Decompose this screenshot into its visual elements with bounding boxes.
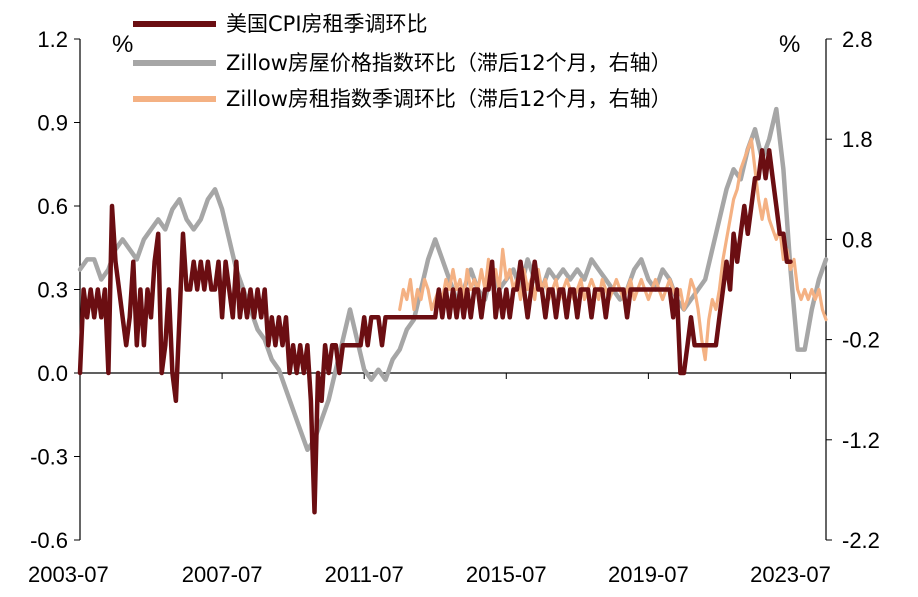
right-axis-unit: %	[779, 31, 800, 58]
left-tick-label: 1.2	[37, 27, 68, 52]
x-tick-label: 2019-07	[608, 562, 689, 587]
x-tick-label: 2007-07	[182, 562, 263, 587]
series-layer	[77, 106, 829, 515]
left-axis-unit: %	[112, 31, 133, 58]
left-tick-label: 0.0	[37, 361, 68, 386]
legend-label-zillow-price: Zillow房屋价格指数环比（滞后12个月，右轴）	[226, 51, 672, 75]
axes-layer	[74, 38, 832, 541]
left-tick-label: 0.3	[37, 278, 68, 303]
series-line-0	[77, 148, 793, 515]
right-tick-label: 2.8	[842, 27, 873, 52]
tick-label-layer: 1.2 0.9 0.6 0.3 0.0 -0.3 -0.6 2.8 1.8 0.8 -0.2 -1.2…	[28, 27, 880, 587]
legend-label-cpi-rent: 美国CPI房租季调环比	[226, 12, 428, 36]
legend: 美国CPI房租季调环比 Zillow房屋价格指数环比（滞后12个月，右轴） Zi…	[133, 12, 672, 111]
right-tick-label: -1.2	[842, 428, 880, 453]
right-tick-label: -0.2	[842, 328, 880, 353]
legend-label-zillow-rent: Zillow房租指数季调环比（滞后12个月，右轴）	[226, 87, 672, 111]
right-tick-label: 1.8	[842, 127, 873, 152]
x-tick-label: 2015-07	[466, 562, 547, 587]
right-tick-label: 0.8	[842, 227, 873, 252]
x-tick-label: 2011-07	[325, 562, 404, 587]
right-tick-label: -2.2	[842, 528, 880, 553]
left-tick-label: -0.6	[30, 528, 68, 553]
left-tick-label: -0.3	[30, 445, 68, 470]
series-line-2	[398, 137, 828, 362]
left-tick-label: 0.6	[37, 194, 68, 219]
left-tick-label: 0.9	[37, 111, 68, 136]
x-tick-label: 2023-07	[750, 562, 831, 587]
x-tick-label: 2003-07	[28, 562, 109, 587]
